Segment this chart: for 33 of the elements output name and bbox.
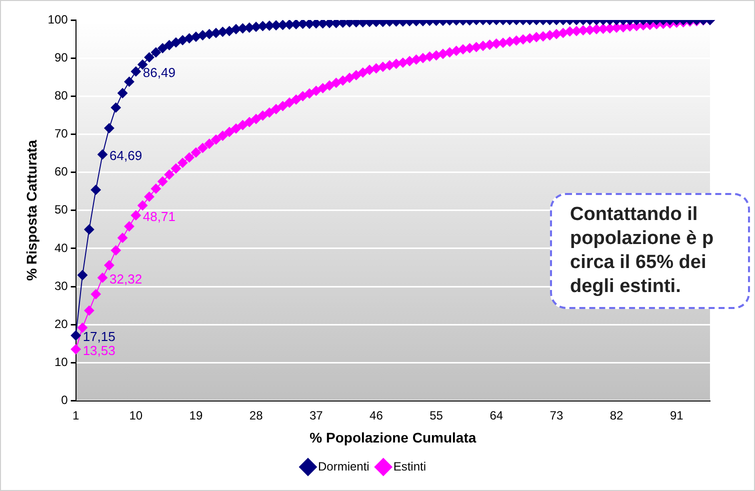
y-tick-label: 20 xyxy=(54,316,68,331)
x-tick-label: 64 xyxy=(490,408,504,422)
x-tick-label: 1 xyxy=(72,408,80,422)
x-axis-title: % Popolazione Cumulata xyxy=(310,429,476,446)
data-label: 32,32 xyxy=(110,271,142,286)
legend-label: Estinti xyxy=(393,459,426,474)
x-tick-label: 37 xyxy=(309,408,324,422)
y-tick-label: 60 xyxy=(54,164,68,179)
y-tick-label: 50 xyxy=(54,202,68,217)
x-tick-label: 55 xyxy=(430,408,444,422)
legend-label: Dormienti xyxy=(318,459,370,474)
y-tick-label: 0 xyxy=(61,393,68,408)
data-label: 17,15 xyxy=(82,329,116,344)
callout-box: Contattando il popolazione è p circa il 65% dei degli estinti. xyxy=(550,193,750,309)
data-label: 48,71 xyxy=(142,208,176,224)
x-tick-label: 28 xyxy=(249,408,264,422)
x-tick-label: 46 xyxy=(370,408,384,422)
x-tick-label: 91 xyxy=(670,408,684,422)
x-tick-label: 10 xyxy=(129,408,143,422)
y-tick-label: 80 xyxy=(54,88,68,102)
y-tick-label: 40 xyxy=(54,240,68,255)
y-tick-label: 100 xyxy=(48,12,68,26)
y-axis-title: % Risposta Catturata xyxy=(23,140,40,281)
y-tick-label: 90 xyxy=(54,50,68,64)
x-tick-label: 82 xyxy=(610,408,624,422)
y-tick-label: 30 xyxy=(54,278,68,293)
y-tick-label: 10 xyxy=(54,355,68,370)
y-tick-label: 70 xyxy=(54,126,68,141)
data-label: 13,53 xyxy=(82,342,116,358)
x-tick-label: 19 xyxy=(189,408,203,422)
data-label: 64,69 xyxy=(110,148,142,164)
x-tick-label: 73 xyxy=(550,408,564,422)
data-label: 86,49 xyxy=(142,65,176,80)
